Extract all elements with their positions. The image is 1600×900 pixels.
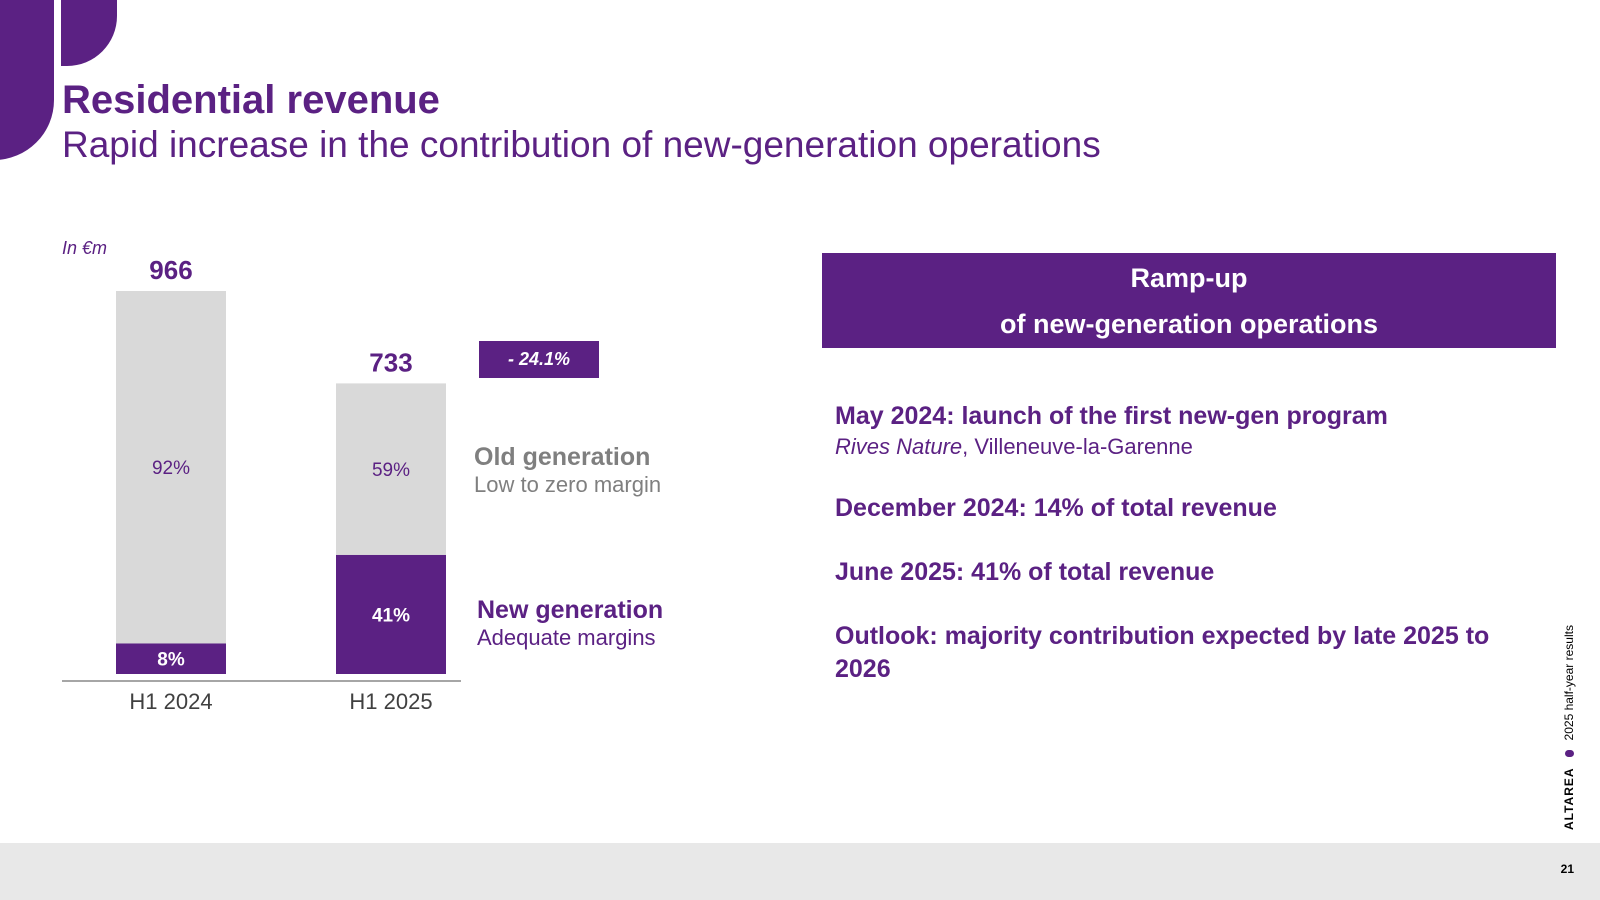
- segment-label: 41%: [372, 605, 410, 626]
- change-badge: - 24.1%: [479, 341, 599, 378]
- ramp-up-heading-line2: of new-generation operations: [999, 309, 1379, 339]
- chart-canvas: 8% 92% 966 H1 2024 41% 59% 733 H1 2025: [62, 255, 461, 714]
- revenue-chart: In €m 8% 92% 966 H1 2024 41% 59% 733 H1 2025 - …: [0, 0, 800, 760]
- milestone-item: June 2025: 41% of total revenue: [835, 556, 1214, 589]
- bar-total-label: 966: [149, 255, 192, 285]
- ramp-up-heading-line1: Ramp-up: [1130, 263, 1248, 293]
- bar-segment: [336, 383, 446, 555]
- segment-label: 92%: [152, 458, 190, 479]
- project-name: Rives Nature: [835, 434, 963, 459]
- bar-total-label: 733: [369, 347, 412, 377]
- page-number: 21: [1560, 862, 1574, 876]
- milestone-detail: Rives Nature, Villeneuve-la-Garenne: [835, 433, 1388, 461]
- milestone-item: May 2024: launch of the first new-gen pr…: [835, 400, 1388, 461]
- brand-name: ALTAREA: [1562, 767, 1576, 830]
- page-subtitle: Rapid increase in the contribution of ne…: [62, 124, 1101, 165]
- report-name: 2025 half-year results: [1562, 625, 1576, 741]
- milestone-text: Outlook: majority contribution expected …: [835, 622, 1490, 683]
- bar-segment: [336, 554, 446, 674]
- legend-new-generation: New generation Adequate margins: [477, 596, 663, 651]
- x-tick-label: H1 2024: [129, 689, 212, 714]
- segment-label: 59%: [372, 460, 410, 481]
- chart-unit-note: In €m: [62, 238, 108, 258]
- ramp-up-heading: Ramp-up of new-generation operations: [822, 253, 1556, 348]
- milestone-text: December 2024: 14% of total revenue: [835, 494, 1277, 522]
- x-tick-label: H1 2025: [349, 689, 432, 714]
- segment-label: 8%: [157, 650, 185, 671]
- milestone-text: May 2024: launch of the first new-gen pr…: [835, 402, 1388, 430]
- bar-segment: [116, 291, 226, 644]
- milestone-text: June 2025: 41% of total revenue: [835, 558, 1215, 586]
- milestone-item: December 2024: 14% of total revenue: [835, 492, 1277, 525]
- footer-band: [0, 843, 1600, 900]
- separator-dot: [1564, 750, 1574, 758]
- legend-new-title: New generation: [477, 596, 664, 624]
- legend-old-generation: Old generation Low to zero margin: [474, 443, 661, 498]
- page-title: Residential revenue: [62, 78, 440, 122]
- side-watermark: ALTAREA 2025 half-year results: [1562, 625, 1576, 830]
- milestone-item: Outlook: majority contribution expected …: [835, 620, 1515, 686]
- legend-old-title: Old generation: [474, 443, 651, 471]
- legend-new-subtitle: Adequate margins: [477, 625, 656, 650]
- project-location: , Villeneuve-la-Garenne: [962, 434, 1193, 459]
- legend-old-subtitle: Low to zero margin: [474, 472, 662, 497]
- bar-segment: [116, 643, 226, 674]
